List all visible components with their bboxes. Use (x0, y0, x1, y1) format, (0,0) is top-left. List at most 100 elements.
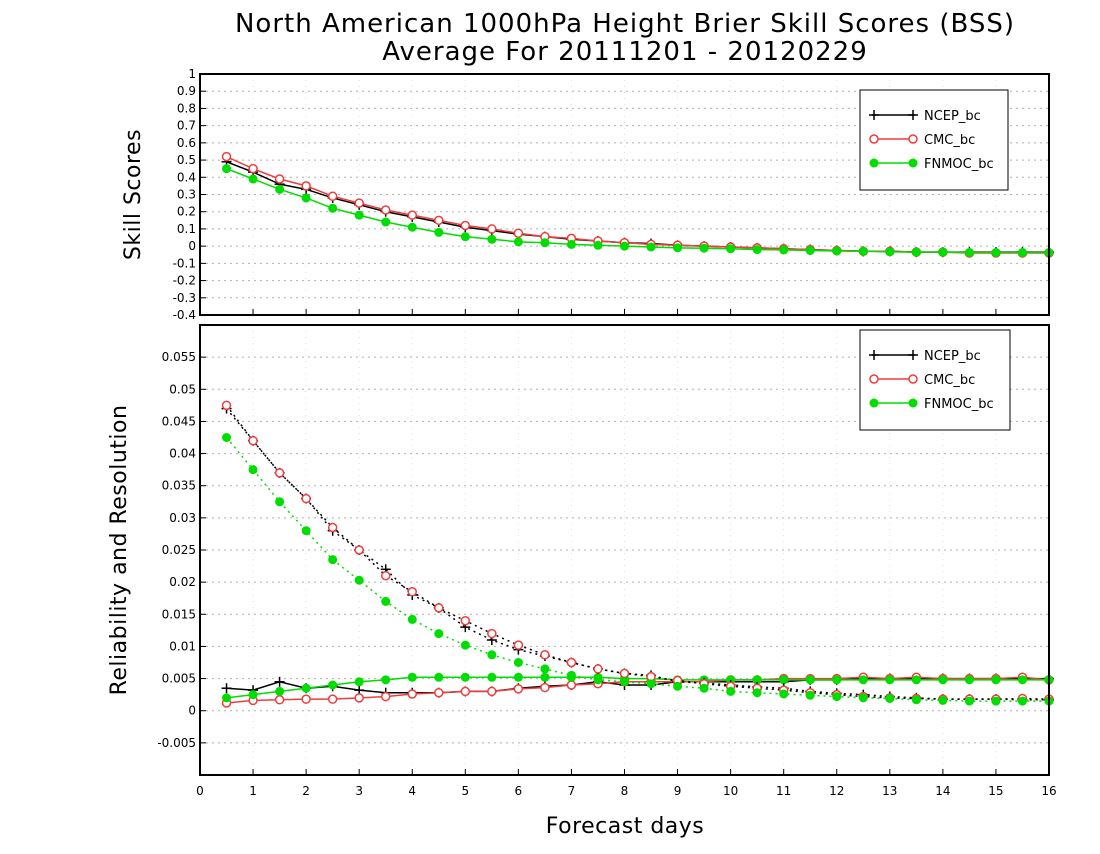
relres-legend-entry-NCEP_bc: NCEP_bc (869, 349, 981, 364)
relres-point-CMC_bc (407, 587, 417, 597)
relres-point-FNMOC_bc (938, 695, 948, 705)
x-tick-label: 9 (674, 784, 682, 798)
relres-line-CMC_bc-reliability (226, 676, 1050, 704)
reliability-resolution-panel: -0.005 0 0.005 0.01 0.015 0.02 0.025 0.03 0.035 0… (157, 324, 1054, 776)
skill-point-FNMOC_bc (699, 243, 709, 253)
relres-point-FNMOC_bc (301, 526, 311, 536)
relres-point-FNMOC_bc (434, 629, 444, 639)
relres-point-FNMOC_bc (301, 683, 311, 693)
x-tick-label: 14 (935, 784, 950, 798)
skill-point-FNMOC_bc (460, 232, 470, 242)
relres-ytick-label: 0.045 (162, 414, 196, 428)
relres-point-FNMOC_bc (540, 672, 550, 682)
skill-ytick-label: 0.2 (177, 205, 196, 219)
relres-point-FNMOC_bc (832, 692, 842, 702)
relres-point-CMC_bc (487, 686, 497, 697)
relres-point-CMC_bc (407, 689, 417, 699)
x-tick-label: 8 (621, 784, 629, 798)
relres-legend-box (859, 329, 1011, 431)
skill-ytick-label: -0.1 (173, 256, 196, 270)
relres-point-FNMOC_bc (699, 683, 709, 693)
skill-point-CMC_bc (434, 215, 444, 226)
relres-point-FNMOC_bc (832, 675, 842, 685)
relres-point-FNMOC_bc (513, 658, 523, 667)
skill-legend-label: NCEP_bc (924, 109, 981, 124)
skill-point-FNMOC_bc (301, 193, 311, 203)
relres-plot-frame (199, 324, 1050, 776)
relres-point-CMC_bc (301, 493, 311, 504)
x-tick-label: 1 (249, 784, 257, 798)
relres-point-FNMOC_bc (540, 664, 550, 674)
reliability-resolution-ylabel: Reliability and Resolution (107, 405, 132, 696)
x-axis-label: Forecast days (546, 814, 705, 839)
x-tick-label: 15 (988, 784, 1003, 798)
skill-point-CMC_bc (513, 228, 524, 238)
relres-line-NCEP_bc-reliability (226, 677, 1049, 694)
skill-ytick-label: -0.2 (173, 274, 196, 288)
skill-point-FNMOC_bc (858, 246, 868, 256)
relres-point-FNMOC_bc (222, 433, 232, 442)
relres-line-FNMOC_bc-resolution (225, 437, 1049, 702)
relres-point-FNMOC_bc (248, 690, 258, 700)
skill-point-FNMOC_bc (752, 245, 762, 255)
relres-ytick-label: 0.055 (162, 350, 196, 364)
x-tick-label: 11 (776, 784, 791, 798)
relres-point-FNMOC_bc (646, 679, 656, 689)
skill-point-FNMOC_bc (407, 222, 417, 232)
relres-line-CMC_bc-resolution (225, 404, 1050, 700)
skill-point-CMC_bc (407, 210, 417, 220)
skill-ytick-label: 0.8 (177, 101, 196, 115)
skill-point-FNMOC_bc (487, 234, 497, 244)
relres-point-FNMOC_bc (911, 675, 921, 685)
relres-point-FNMOC_bc (752, 675, 762, 685)
relres-point-CMC_bc (487, 628, 497, 639)
skill-point-CMC_bc (301, 181, 311, 191)
relres-point-FNMOC_bc (354, 575, 364, 585)
relres-point-CMC_bc (380, 570, 391, 581)
skill-scores-ylabel: Skill Scores (121, 129, 146, 260)
chart-title-line1: North American 1000hPa Height Brier Skil… (235, 9, 1015, 39)
skill-legend-entry-NCEP_bc: NCEP_bc (869, 109, 981, 124)
relres-ytick-label: 0.005 (162, 672, 196, 686)
relres-point-FNMOC_bc (858, 675, 868, 685)
relres-point-FNMOC_bc (487, 650, 497, 660)
skill-point-CMC_bc (221, 151, 232, 162)
x-tick-label: 5 (461, 784, 469, 798)
skill-point-FNMOC_bc (275, 184, 285, 194)
relres-ytick-label: -0.005 (157, 736, 196, 750)
relres-point-FNMOC_bc (275, 497, 285, 507)
skill-point-FNMOC_bc (885, 247, 895, 257)
skill-point-CMC_bc (460, 220, 471, 231)
skill-point-FNMOC_bc (434, 227, 444, 237)
x-tick-label: 0 (196, 784, 204, 798)
skill-ytick-label: -0.4 (173, 308, 196, 322)
relres-ytick-label: 0.01 (169, 639, 196, 653)
relres-point-CMC_bc (274, 695, 285, 705)
relres-point-FNMOC_bc (779, 675, 789, 685)
relres-point-FNMOC_bc (513, 672, 523, 682)
relres-point-CMC_bc (540, 682, 550, 693)
relres-point-FNMOC_bc (752, 688, 762, 698)
skill-point-FNMOC_bc (222, 164, 232, 174)
skill-point-CMC_bc (327, 191, 338, 201)
relres-point-FNMOC_bc (779, 689, 789, 699)
skill-point-FNMOC_bc (248, 174, 258, 184)
skill-ytick-label: 1 (188, 67, 196, 81)
skill-point-FNMOC_bc (673, 243, 683, 253)
relres-point-CMC_bc (513, 640, 524, 650)
relres-point-CMC_bc (460, 686, 471, 697)
relres-point-NCEP_bc (274, 676, 285, 687)
skill-legend-entry-FNMOC_bc: FNMOC_bc (869, 157, 994, 172)
relres-point-CMC_bc (327, 522, 338, 533)
skill-point-CMC_bc (487, 224, 497, 234)
relres-point-FNMOC_bc (407, 614, 417, 624)
relres-ytick-label: 0.02 (169, 575, 196, 589)
skill-point-FNMOC_bc (964, 248, 974, 258)
relres-ytick-label: 0.035 (162, 479, 196, 493)
relres-point-FNMOC_bc (407, 672, 417, 682)
relres-point-FNMOC_bc (885, 675, 895, 685)
skill-point-FNMOC_bc (911, 247, 921, 257)
skill-point-FNMOC_bc (779, 245, 789, 255)
skill-ytick-label: 0 (188, 239, 196, 253)
